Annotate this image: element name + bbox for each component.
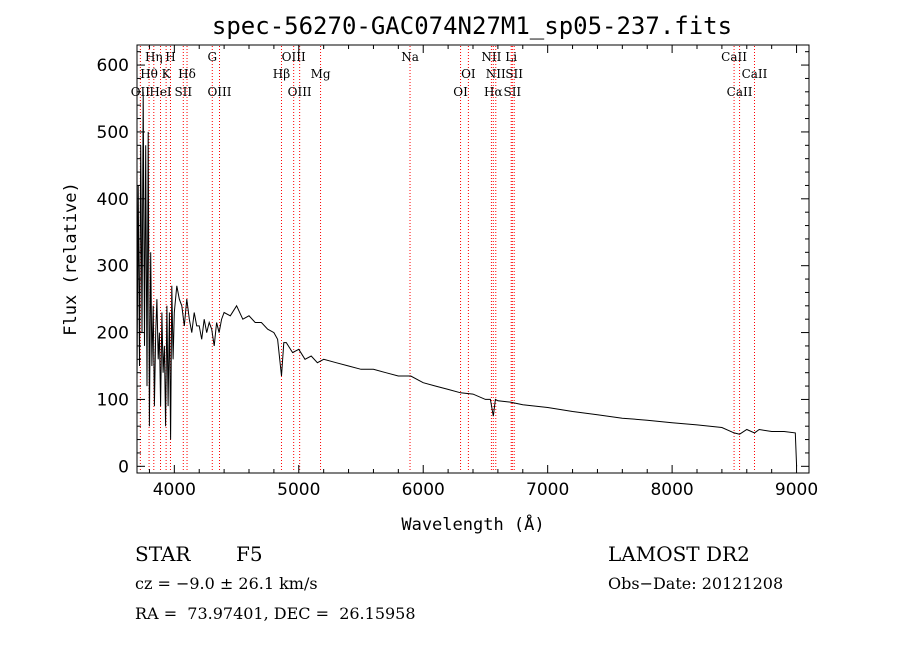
- x-tick-label: 7000: [526, 480, 569, 500]
- coordinates: RA = 73.97401, DEC = 26.15958: [135, 604, 416, 623]
- line-label: NII: [481, 50, 501, 64]
- x-tick-label: 6000: [402, 480, 445, 500]
- line-label: CaII: [721, 50, 747, 64]
- line-label: Mg: [311, 67, 331, 81]
- x-tick-label: 8000: [650, 480, 693, 500]
- y-axis-ticks: 0 100 200 300 400 500 600: [97, 51, 809, 477]
- line-label-layer: OIIHθHηKHeIHSIIHδGOIIIHβOIIIOIIIMgNaOIOI…: [131, 50, 768, 99]
- line-marker-layer: [139, 46, 755, 472]
- line-label: OIII: [207, 85, 231, 99]
- line-label: CaII: [742, 67, 768, 81]
- y-tick-label: 200: [97, 324, 129, 344]
- line-label: SII: [505, 67, 523, 81]
- survey-name: LAMOST DR2: [608, 542, 750, 566]
- line-label: G: [207, 50, 217, 64]
- x-axis-label: Wavelength (Å): [401, 513, 544, 535]
- line-label: Hδ: [178, 67, 196, 81]
- line-label: SII: [503, 85, 521, 99]
- line-label: HeI: [149, 85, 172, 99]
- line-label: Na: [401, 50, 419, 64]
- plot-frame: [136, 44, 810, 474]
- y-tick-label: 0: [118, 457, 129, 477]
- x-tick-label: 4000: [153, 480, 196, 500]
- y-tick-label: 300: [97, 257, 129, 277]
- line-label: Hα: [484, 85, 503, 99]
- line-label: OI: [453, 85, 468, 99]
- object-class: STAR: [135, 542, 191, 566]
- line-label: H: [165, 50, 175, 64]
- line-label: Li: [505, 50, 517, 64]
- line-label: CaII: [727, 85, 753, 99]
- y-tick-label: 100: [97, 390, 129, 410]
- y-tick-label: 600: [97, 56, 129, 76]
- line-label: OI: [461, 67, 476, 81]
- chart-title: spec-56270-GAC074N27M1_sp05-237.fits: [212, 12, 732, 40]
- line-label: OIII: [282, 50, 306, 64]
- line-label: Hη: [145, 50, 163, 64]
- spectrum-line: [136, 91, 798, 467]
- line-label: OIII: [288, 85, 312, 99]
- x-tick-label: 9000: [775, 480, 818, 500]
- line-label: Hβ: [273, 67, 290, 81]
- line-label: K: [162, 67, 172, 81]
- y-tick-label: 400: [97, 190, 129, 210]
- line-label: Hθ: [140, 67, 158, 81]
- x-axis-ticks: 4000 5000 6000 7000 8000 9000: [148, 45, 818, 500]
- line-label: SII: [174, 85, 192, 99]
- object-subclass: F5: [236, 542, 263, 566]
- observation-date: Obs−Date: 20121208: [608, 574, 784, 593]
- x-tick-label: 5000: [277, 480, 320, 500]
- line-label: NII: [486, 67, 506, 81]
- y-axis-label: Flux (relative): [61, 182, 81, 336]
- y-tick-label: 500: [97, 123, 129, 143]
- redshift-value: cz = −9.0 ± 26.1 km/s: [135, 574, 318, 593]
